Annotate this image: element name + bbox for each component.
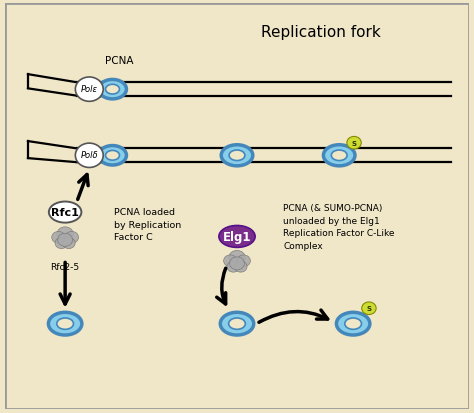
Circle shape — [58, 234, 73, 247]
Circle shape — [229, 257, 245, 270]
Circle shape — [235, 261, 247, 273]
Circle shape — [57, 227, 73, 242]
Circle shape — [229, 251, 245, 265]
Text: Polδ: Polδ — [81, 151, 98, 159]
Circle shape — [65, 232, 79, 244]
Ellipse shape — [49, 202, 82, 223]
Ellipse shape — [228, 318, 246, 330]
Ellipse shape — [220, 313, 254, 335]
Circle shape — [55, 238, 68, 249]
Ellipse shape — [106, 85, 119, 95]
Circle shape — [75, 78, 103, 102]
Ellipse shape — [229, 151, 245, 161]
Text: S: S — [352, 140, 356, 146]
Text: S: S — [366, 306, 372, 311]
Text: Rfc1: Rfc1 — [51, 208, 79, 218]
Text: Rfc2-5: Rfc2-5 — [51, 263, 80, 272]
Ellipse shape — [337, 313, 370, 335]
Text: PCNA (& SUMO-PCNA)
unloaded by the Elg1
Replication Factor C-Like
Complex: PCNA (& SUMO-PCNA) unloaded by the Elg1 … — [283, 204, 395, 250]
Text: PCNA: PCNA — [105, 56, 133, 66]
Circle shape — [90, 153, 101, 163]
Circle shape — [362, 302, 376, 315]
Ellipse shape — [331, 151, 347, 161]
Circle shape — [52, 232, 65, 244]
Circle shape — [347, 137, 361, 150]
Ellipse shape — [48, 313, 82, 335]
Circle shape — [89, 148, 101, 159]
Ellipse shape — [57, 318, 73, 330]
Ellipse shape — [106, 151, 119, 161]
Circle shape — [88, 156, 97, 165]
Ellipse shape — [99, 146, 127, 166]
Circle shape — [75, 144, 103, 168]
Circle shape — [237, 255, 250, 267]
Circle shape — [88, 90, 97, 99]
Ellipse shape — [99, 80, 127, 100]
Circle shape — [93, 90, 103, 99]
Circle shape — [95, 85, 106, 95]
Circle shape — [224, 255, 237, 267]
Circle shape — [90, 87, 101, 97]
Circle shape — [95, 152, 106, 160]
Circle shape — [227, 261, 239, 273]
Text: Replication fork: Replication fork — [261, 25, 381, 40]
Ellipse shape — [219, 226, 255, 248]
Text: Polε: Polε — [81, 85, 98, 94]
Circle shape — [63, 238, 75, 249]
Circle shape — [93, 156, 103, 165]
Text: Elg1: Elg1 — [223, 230, 251, 243]
Ellipse shape — [323, 145, 355, 166]
Circle shape — [85, 85, 95, 95]
Circle shape — [85, 152, 95, 160]
Ellipse shape — [221, 145, 253, 166]
Ellipse shape — [345, 318, 362, 330]
Circle shape — [89, 82, 101, 93]
Text: PCNA loaded
by Replication
Factor C: PCNA loaded by Replication Factor C — [114, 208, 181, 242]
Bar — [5, 4, 469, 409]
